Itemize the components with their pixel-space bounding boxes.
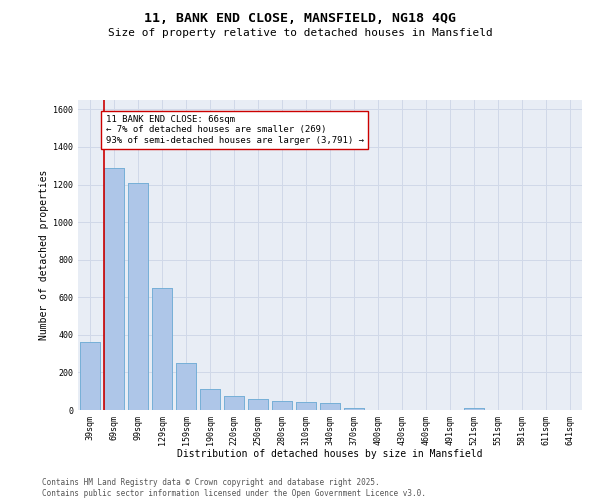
Bar (272, 400, 292, 410)
Bar (464, 408, 484, 410)
Bar (176, 363, 196, 410)
Bar (248, 398, 268, 410)
Bar (104, 168, 124, 410)
Bar (128, 182, 148, 410)
Bar (200, 390, 220, 410)
Bar (128, 182, 148, 410)
Y-axis label: Number of detached properties: Number of detached properties (39, 170, 49, 340)
Bar (344, 408, 364, 410)
Bar (344, 408, 364, 410)
Bar (272, 400, 292, 410)
Text: 11 BANK END CLOSE: 66sqm
← 7% of detached houses are smaller (269)
93% of semi-d: 11 BANK END CLOSE: 66sqm ← 7% of detache… (106, 115, 364, 145)
X-axis label: Distribution of detached houses by size in Mansfield: Distribution of detached houses by size … (177, 449, 483, 459)
Bar (176, 363, 196, 410)
Text: 11, BANK END CLOSE, MANSFIELD, NG18 4QG: 11, BANK END CLOSE, MANSFIELD, NG18 4QG (144, 12, 456, 26)
Bar (224, 396, 244, 410)
Text: Size of property relative to detached houses in Mansfield: Size of property relative to detached ho… (107, 28, 493, 38)
Bar (104, 168, 124, 410)
Bar (152, 288, 172, 410)
Bar (80, 342, 100, 410)
Bar (248, 398, 268, 410)
Bar (320, 404, 340, 410)
Bar (464, 408, 484, 410)
Bar (296, 402, 316, 410)
Bar (224, 396, 244, 410)
Bar (152, 288, 172, 410)
Bar (296, 402, 316, 410)
Bar (80, 342, 100, 410)
Bar (320, 404, 340, 410)
Text: Contains HM Land Registry data © Crown copyright and database right 2025.
Contai: Contains HM Land Registry data © Crown c… (42, 478, 426, 498)
Bar (200, 390, 220, 410)
